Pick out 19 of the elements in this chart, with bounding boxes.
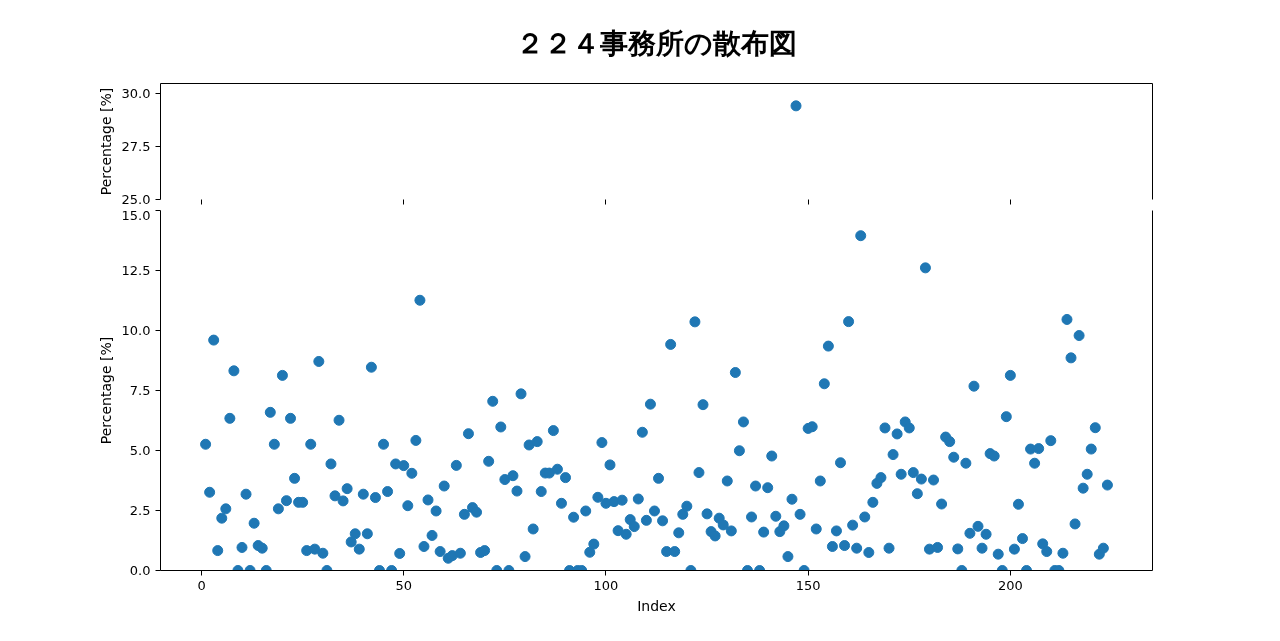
y-tick-label: 2.5 — [129, 503, 151, 518]
x-tick-label: 100 — [593, 577, 619, 593]
x-tick-label: 0 — [197, 577, 206, 593]
y-tick-label: 7.5 — [129, 383, 151, 398]
y-tick-label: 5.0 — [129, 443, 151, 458]
y-tick-label: 27.5 — [121, 138, 151, 154]
x-tick-label: 150 — [795, 577, 821, 593]
y-tick-label: 0.0 — [129, 563, 151, 578]
y-axis-title: Percentage [%] — [97, 87, 114, 196]
x-tick-label: 200 — [997, 577, 1023, 593]
x-axis-title: Index — [637, 597, 676, 614]
y-tick-label: 15.0 — [121, 207, 151, 223]
chart-title: ２２４事務所の散布図 — [516, 26, 797, 60]
x-tick-label: 50 — [395, 577, 413, 593]
y-tick-label: 30.0 — [121, 85, 151, 101]
y-tick-label: 10.0 — [121, 323, 151, 338]
y-tick-label: 12.5 — [121, 263, 151, 278]
y-axis-title: Percentage [%] — [97, 336, 114, 445]
y-tick-label: 25.0 — [121, 192, 151, 207]
